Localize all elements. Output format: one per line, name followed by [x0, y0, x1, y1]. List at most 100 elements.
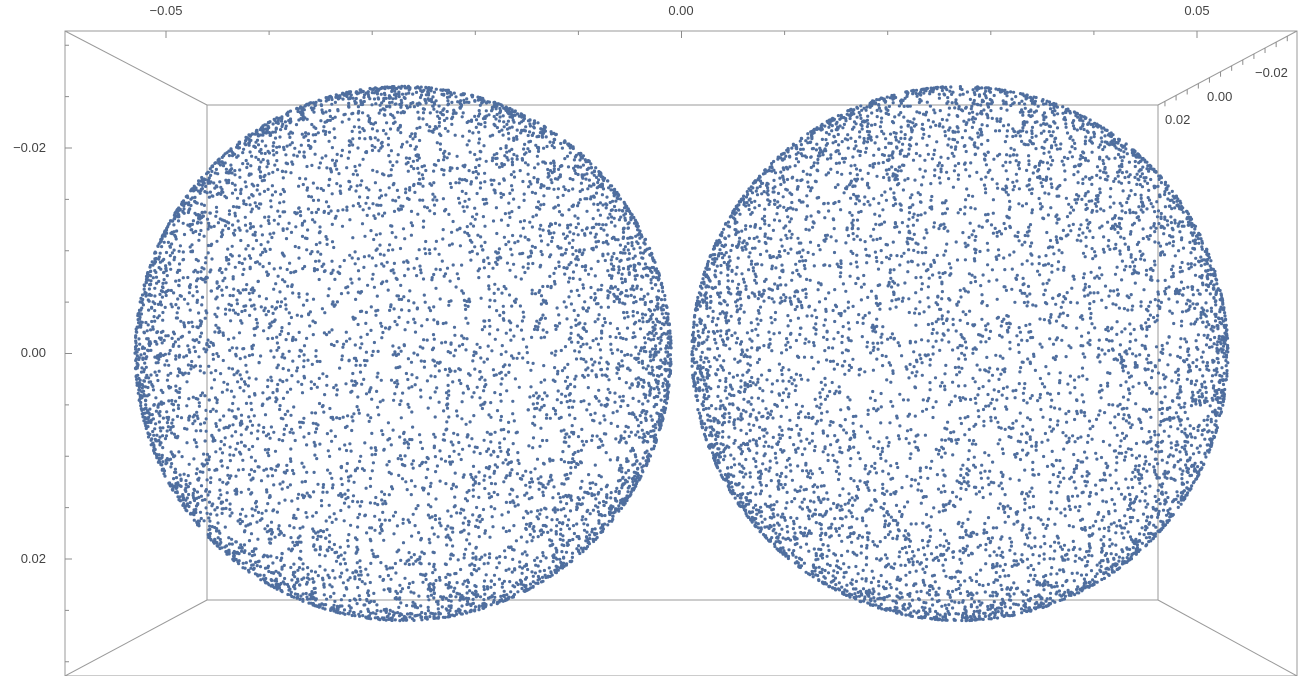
data-point — [532, 122, 536, 126]
data-point — [589, 413, 593, 417]
data-point — [475, 385, 479, 389]
data-point — [374, 233, 378, 237]
data-point — [341, 581, 345, 585]
data-point — [293, 543, 297, 548]
data-point — [531, 131, 536, 135]
data-point — [347, 104, 351, 108]
data-point — [410, 373, 414, 377]
data-point — [467, 520, 471, 524]
data-point — [226, 337, 231, 341]
data-point — [552, 271, 556, 275]
data-point — [227, 212, 231, 216]
data-point — [419, 536, 423, 541]
data-point — [511, 197, 516, 201]
data-point — [244, 304, 248, 308]
data-point — [418, 557, 422, 561]
data-point — [388, 160, 392, 164]
data-point — [135, 361, 139, 365]
data-point — [638, 297, 643, 301]
data-point — [266, 219, 270, 223]
data-point — [383, 326, 388, 330]
data-point — [427, 248, 431, 252]
data-point — [495, 556, 499, 560]
data-point — [329, 429, 333, 433]
data-point — [519, 535, 524, 539]
data-point — [504, 331, 508, 335]
data-point — [485, 585, 489, 589]
data-point — [304, 591, 308, 596]
data-point — [508, 215, 512, 219]
data-point — [321, 529, 326, 534]
data-point — [338, 545, 342, 549]
data-point — [535, 406, 539, 410]
data-point — [277, 524, 281, 528]
data-point — [490, 515, 494, 519]
data-point — [355, 405, 359, 409]
data-point — [234, 430, 238, 434]
data-point — [513, 241, 517, 245]
data-point — [187, 330, 191, 334]
data-point — [144, 403, 148, 407]
data-point — [570, 405, 575, 409]
data-point — [257, 294, 261, 298]
data-point — [346, 539, 350, 543]
data-point — [552, 485, 556, 489]
data-point — [175, 491, 179, 495]
data-point — [303, 219, 307, 223]
data-point — [394, 199, 398, 203]
data-point — [202, 452, 206, 456]
data-point — [482, 259, 486, 264]
data-point — [506, 131, 511, 135]
data-point — [347, 143, 351, 147]
data-point — [599, 305, 603, 309]
data-point — [474, 176, 478, 180]
data-point — [343, 551, 347, 555]
data-point — [568, 399, 572, 403]
data-point — [247, 376, 251, 380]
data-point — [628, 368, 632, 372]
data-point — [164, 264, 168, 268]
data-point — [242, 199, 246, 203]
data-point — [524, 469, 528, 473]
data-point — [276, 363, 280, 367]
data-point — [233, 173, 237, 177]
data-point — [338, 575, 342, 579]
data-point — [237, 254, 241, 258]
data-point — [414, 507, 418, 511]
data-point — [472, 391, 476, 395]
data-point — [386, 143, 390, 147]
data-point — [467, 523, 471, 527]
data-point — [504, 529, 508, 534]
data-point — [311, 297, 316, 301]
data-point — [287, 311, 291, 315]
data-point — [575, 522, 579, 526]
data-point — [502, 480, 506, 484]
data-point — [631, 483, 636, 487]
data-point — [448, 169, 452, 173]
data-point — [198, 510, 203, 514]
data-point — [509, 590, 513, 594]
data-point — [634, 377, 638, 381]
data-point — [535, 135, 539, 139]
data-point — [474, 545, 478, 549]
data-point — [217, 326, 221, 330]
data-point — [496, 258, 500, 262]
data-point — [645, 430, 649, 435]
data-point — [177, 262, 182, 266]
data-point — [388, 127, 393, 131]
data-point — [277, 533, 281, 537]
data-point — [309, 380, 313, 384]
data-point — [492, 591, 496, 595]
data-point — [439, 133, 443, 138]
data-point — [417, 594, 421, 598]
data-point — [577, 293, 581, 298]
data-point — [162, 278, 166, 282]
data-point — [348, 253, 352, 257]
data-point — [224, 544, 229, 548]
data-point — [176, 390, 180, 394]
data-point — [400, 587, 405, 591]
data-point — [478, 157, 482, 161]
data-point — [598, 348, 603, 352]
data-point — [541, 490, 545, 494]
data-point — [204, 458, 208, 462]
